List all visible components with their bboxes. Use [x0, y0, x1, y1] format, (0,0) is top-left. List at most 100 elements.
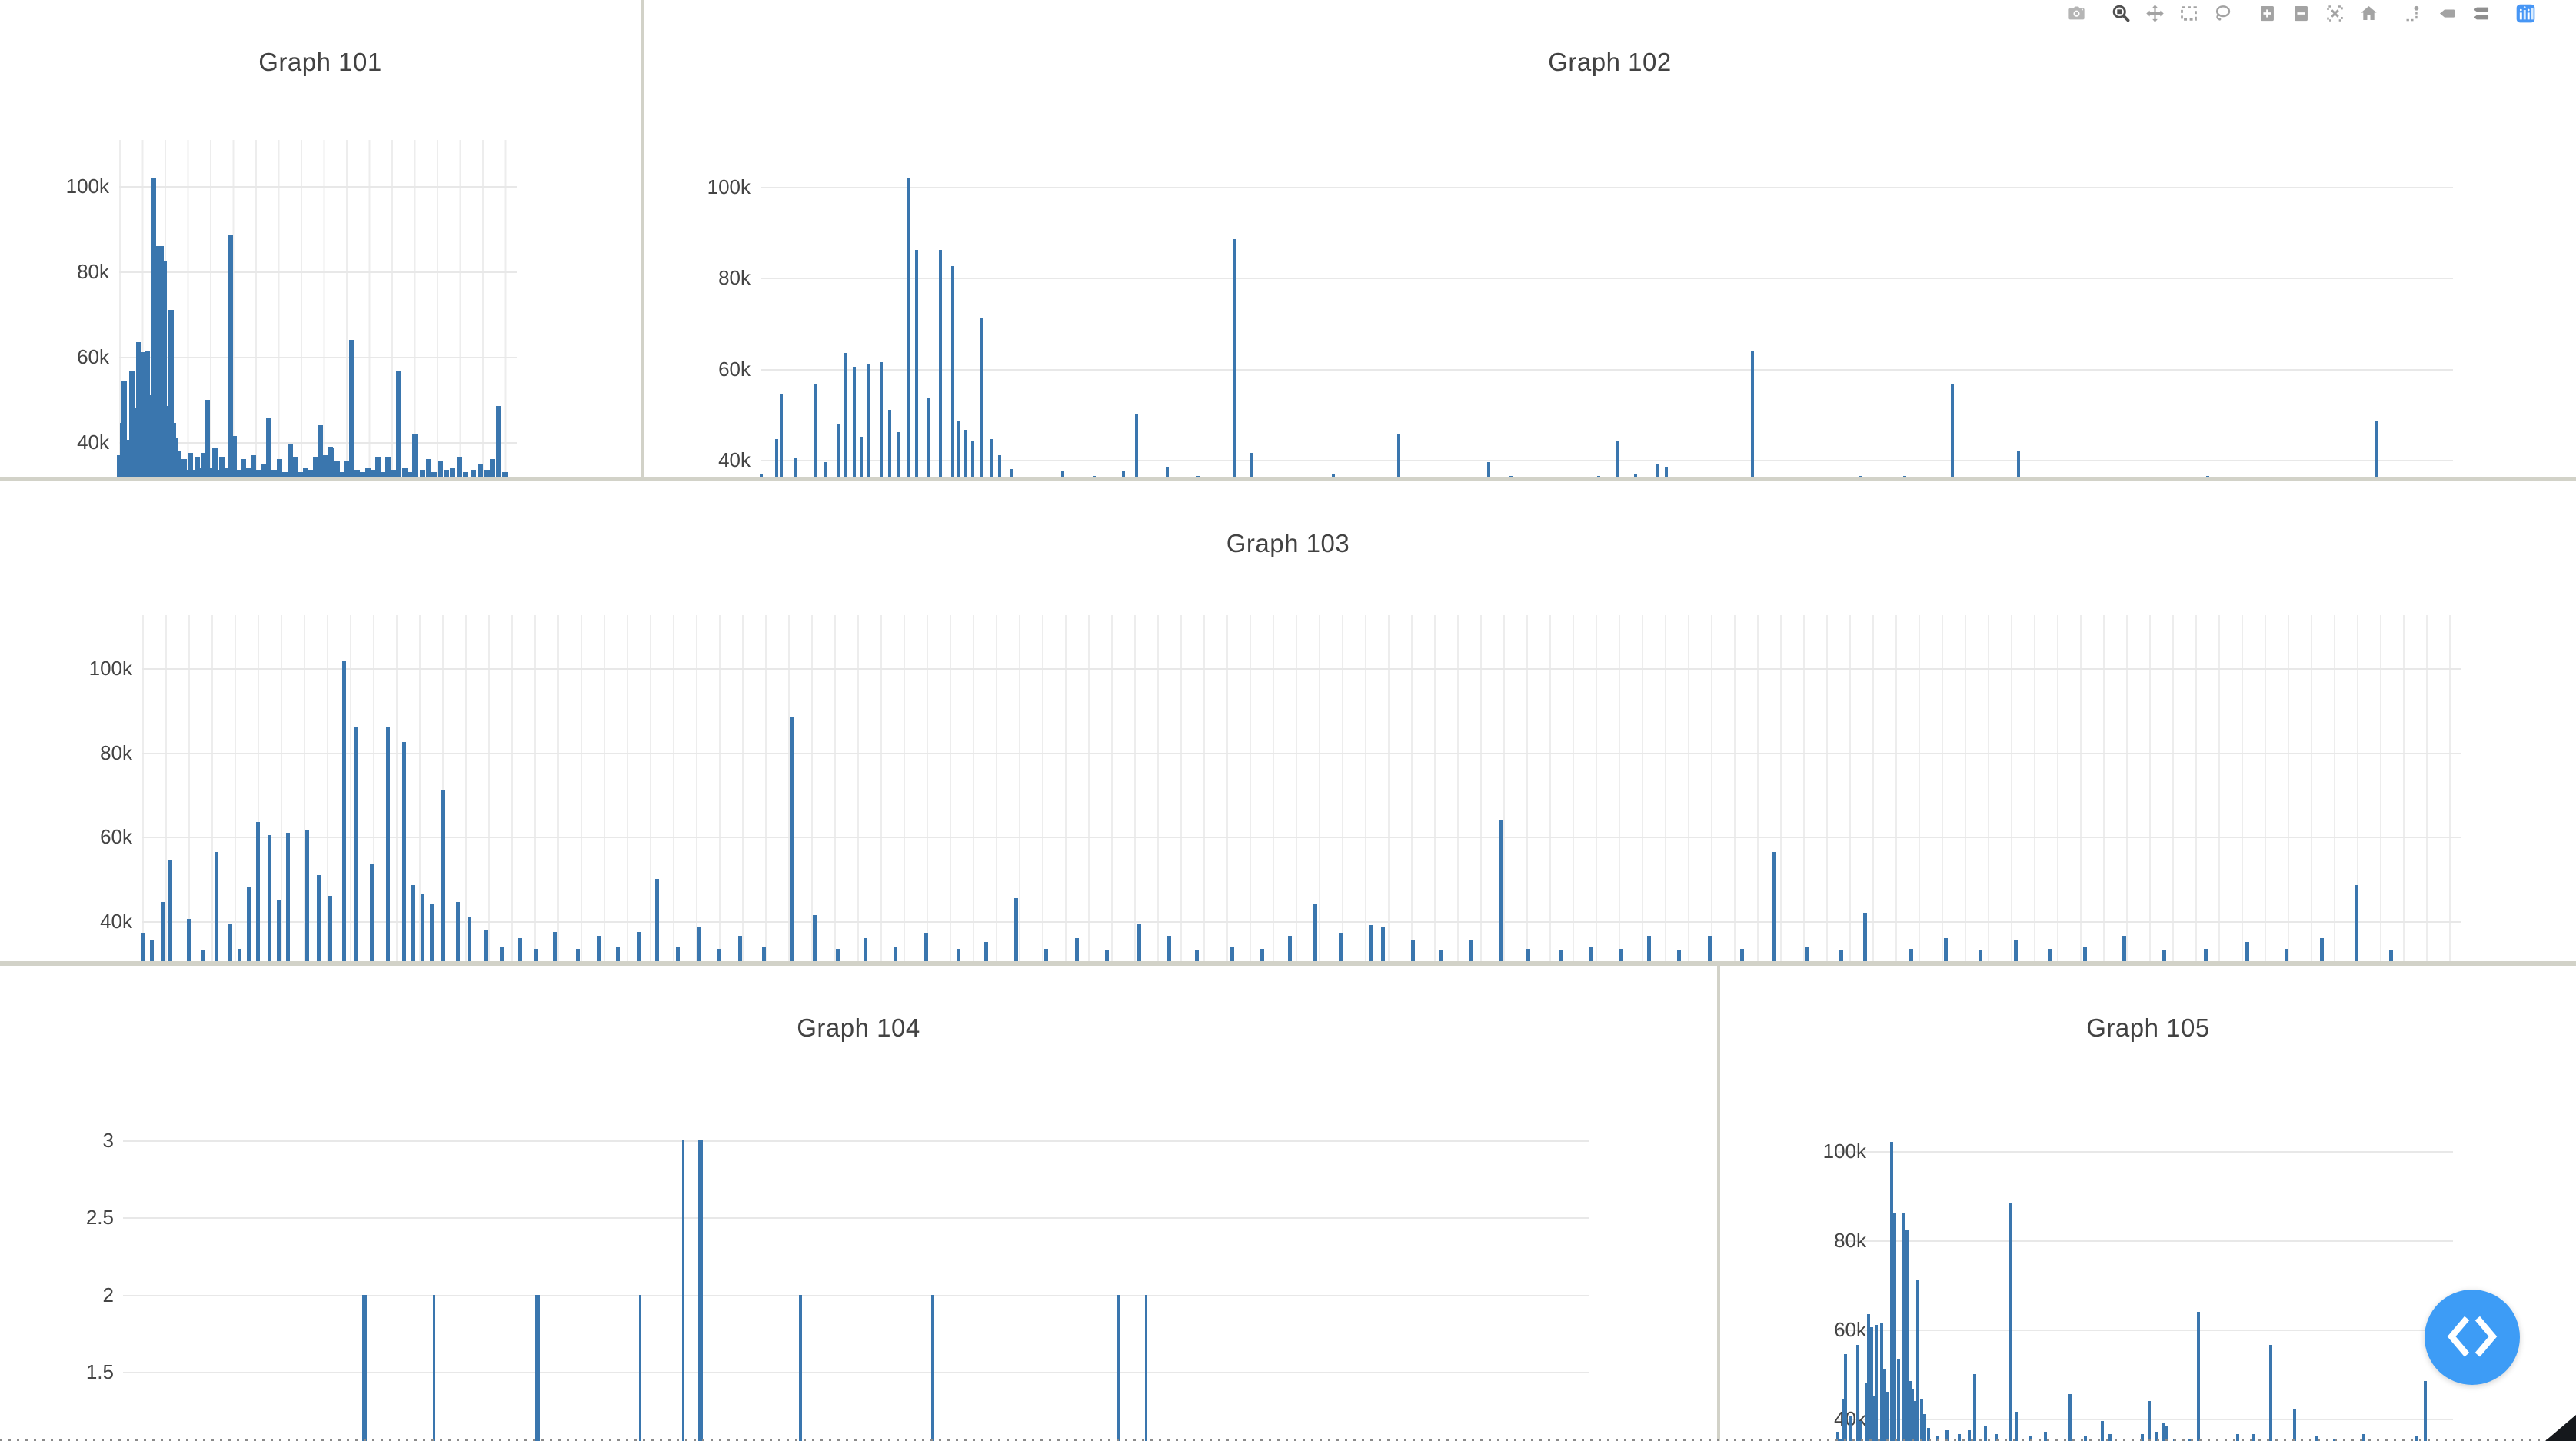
bar — [824, 461, 827, 477]
bar — [238, 948, 242, 961]
bar — [1656, 464, 1659, 477]
bar — [894, 946, 898, 961]
bar — [1135, 414, 1139, 477]
bar — [2389, 950, 2394, 961]
bar — [364, 468, 371, 477]
zoom-icon[interactable] — [2111, 3, 2132, 24]
graph-101-panel: Graph 101 100k 80k 60k 40k — [0, 0, 641, 477]
bar — [837, 423, 841, 477]
bar — [990, 439, 993, 477]
plot-area[interactable] — [142, 615, 2461, 961]
y-tick-label: 2.5 — [85, 1206, 114, 1229]
bar — [1927, 1427, 1931, 1441]
bar — [888, 409, 892, 477]
bar — [1677, 950, 1682, 961]
home-icon[interactable] — [2358, 3, 2379, 24]
lasso-select-icon[interactable] — [2212, 3, 2233, 24]
bar — [441, 790, 446, 961]
bar — [1901, 1213, 1905, 1441]
bar — [187, 452, 193, 477]
bar — [1369, 925, 1373, 961]
bar — [780, 394, 784, 477]
bar — [1250, 453, 1253, 477]
devtools-toggle-button[interactable] — [2425, 1290, 2520, 1385]
bar — [939, 250, 943, 477]
y-tick-label: 100k — [65, 175, 109, 198]
bar — [971, 441, 974, 477]
y-tick-label: 2 — [102, 1283, 114, 1306]
bar — [812, 914, 817, 961]
bar — [2009, 1202, 2012, 1441]
bar — [915, 250, 919, 477]
bar — [717, 948, 722, 961]
horizontal-gridline — [1838, 1330, 2453, 1331]
bar — [1916, 1280, 1919, 1441]
bar — [1882, 1369, 1886, 1441]
zoom-out-icon[interactable] — [2291, 3, 2311, 24]
hover-compare-icon[interactable] — [2471, 3, 2491, 24]
hover-closest-icon[interactable] — [2437, 3, 2458, 24]
box-select-icon[interactable] — [2178, 3, 2199, 24]
bar — [1903, 475, 1907, 477]
autoscale-icon[interactable] — [2325, 3, 2345, 24]
zoom-in-icon[interactable] — [2257, 3, 2278, 24]
bar — [341, 660, 346, 961]
bar — [370, 470, 376, 477]
bar — [930, 1295, 934, 1441]
bar — [1339, 933, 1343, 961]
y-tick-label: 60k — [100, 825, 132, 848]
bar — [2285, 948, 2289, 961]
camera-icon[interactable] — [2066, 3, 2087, 24]
graph-104-panel: Graph 104 3 2.5 2 1.5 — [0, 966, 1717, 1441]
plot-area[interactable] — [123, 1100, 1589, 1441]
bar — [1842, 1398, 1845, 1441]
bar — [866, 364, 870, 477]
bar — [681, 1140, 684, 1441]
y-tick-label: 80k — [77, 260, 109, 283]
bar — [1260, 948, 1264, 961]
plot-area[interactable] — [119, 140, 517, 477]
bar — [2013, 940, 2018, 961]
bar — [844, 352, 847, 477]
horizontal-divider — [0, 477, 2576, 481]
spikelines-icon[interactable] — [2403, 3, 2424, 24]
bar — [353, 727, 358, 961]
bar — [1864, 1383, 1868, 1441]
bar — [256, 470, 262, 477]
bar — [402, 742, 407, 961]
bar — [463, 471, 469, 477]
plot-area[interactable] — [761, 140, 2453, 477]
bar — [907, 177, 910, 477]
bar — [1634, 473, 1638, 477]
bar — [1438, 950, 1443, 961]
bar — [1984, 1425, 1987, 1441]
bar — [615, 946, 620, 961]
bar — [1867, 1313, 1870, 1441]
plotly-logo-icon[interactable] — [2515, 3, 2536, 24]
bar — [344, 461, 350, 477]
plot-area[interactable] — [1838, 1103, 2453, 1441]
bar — [438, 461, 444, 477]
bar — [1751, 350, 1755, 477]
bar — [1707, 936, 1712, 961]
bar — [798, 1295, 802, 1441]
bar — [518, 937, 522, 961]
bar — [499, 946, 504, 961]
bar — [2122, 936, 2127, 961]
bar — [2319, 937, 2324, 961]
bar — [141, 352, 148, 477]
bar — [456, 457, 462, 477]
bar — [349, 339, 355, 477]
pan-icon[interactable] — [2145, 3, 2165, 24]
bar — [1739, 948, 1744, 961]
horizontal-gridline — [119, 357, 517, 358]
bar — [380, 471, 386, 477]
bar — [1944, 937, 1949, 961]
bar — [1526, 948, 1531, 961]
bar — [425, 459, 431, 477]
horizontal-gridline — [142, 837, 2461, 838]
bar — [1410, 940, 1415, 961]
bar — [161, 261, 167, 477]
bar — [956, 948, 960, 961]
bar — [268, 834, 272, 961]
